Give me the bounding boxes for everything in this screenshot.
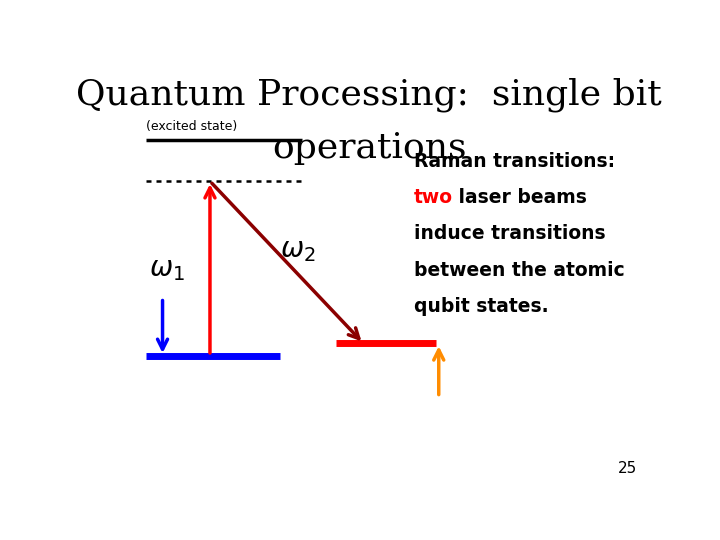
Text: between the atomic: between the atomic <box>413 261 624 280</box>
Text: $\omega_1$: $\omega_1$ <box>148 254 184 282</box>
Text: qubit states.: qubit states. <box>413 297 548 316</box>
Text: Quantum Processing:  single bit: Quantum Processing: single bit <box>76 77 662 112</box>
Text: induce transitions: induce transitions <box>413 225 606 244</box>
Text: Raman transitions:: Raman transitions: <box>413 152 615 171</box>
Text: $\omega_2$: $\omega_2$ <box>280 236 315 264</box>
Text: (excited state): (excited state) <box>145 120 237 133</box>
Text: two: two <box>413 188 453 207</box>
Text: operations: operations <box>271 131 467 165</box>
Text: laser beams: laser beams <box>451 188 587 207</box>
Text: 25: 25 <box>618 462 637 476</box>
